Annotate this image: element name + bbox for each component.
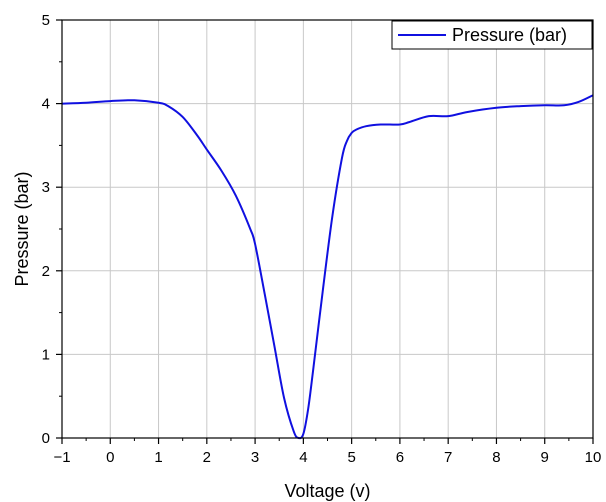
y-tick-label: 2 <box>42 263 50 280</box>
y-tick-label: 0 <box>42 430 50 447</box>
y-tick-label: 5 <box>42 12 50 29</box>
curve-layer <box>61 94 594 440</box>
x-tick-labels: −1 0 1 2 3 4 5 6 7 8 9 10 <box>53 449 601 466</box>
legend-label: Pressure (bar) <box>452 25 567 45</box>
y-tick-labels: 0 1 2 3 4 5 <box>42 12 50 447</box>
y-tick-label: 1 <box>42 346 50 363</box>
x-tick-label: 1 <box>154 449 162 466</box>
x-tick-label: 8 <box>492 449 500 466</box>
x-axis-title: Voltage (v) <box>284 481 370 501</box>
x-tick-label: 2 <box>203 449 211 466</box>
axis-ticks <box>56 19 594 444</box>
x-tick-label: 3 <box>251 449 259 466</box>
x-tick-label: 4 <box>299 449 307 466</box>
x-tick-label: 9 <box>541 449 549 466</box>
x-tick-label: 7 <box>444 449 452 466</box>
x-tick-label: −1 <box>53 449 70 466</box>
plot-frame <box>61 19 594 439</box>
x-tick-label: 5 <box>347 449 355 466</box>
x-tick-label: 0 <box>106 449 114 466</box>
series-line-pressure <box>61 94 594 440</box>
y-tick-label: 4 <box>42 96 50 113</box>
y-tick-label: 3 <box>42 179 50 196</box>
grid <box>62 20 593 438</box>
legend: Pressure (bar) <box>391 20 593 50</box>
x-tick-label: 6 <box>396 449 404 466</box>
y-axis-title: Pressure (bar) <box>12 171 32 286</box>
x-tick-label: 10 <box>585 449 602 466</box>
